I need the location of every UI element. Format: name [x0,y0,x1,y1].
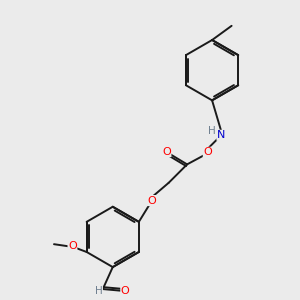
Text: N: N [217,130,225,140]
Text: H: H [208,126,216,136]
Text: O: O [147,196,156,206]
Text: O: O [203,147,212,157]
Text: H: H [95,286,102,296]
Text: O: O [68,241,77,251]
Text: O: O [121,286,130,296]
Text: O: O [162,147,171,157]
